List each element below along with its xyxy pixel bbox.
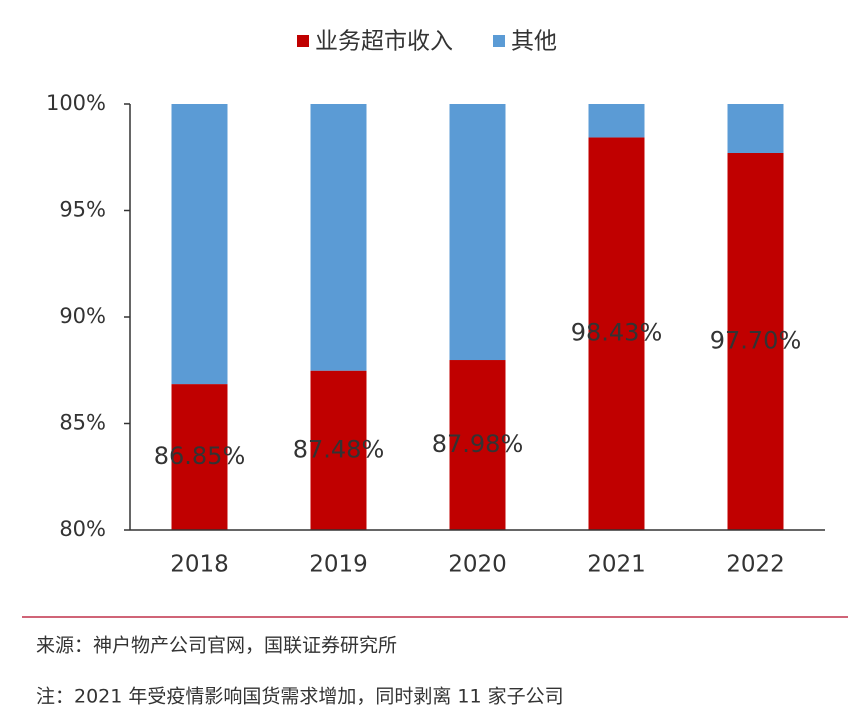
- y-tick-label: 90%: [59, 304, 106, 328]
- legend-label: 业务超市收入: [315, 29, 453, 55]
- value-label: 87.48%: [293, 435, 385, 463]
- value-label: 87.98%: [432, 430, 524, 458]
- legend-swatch: [297, 35, 309, 47]
- bar: [727, 104, 784, 153]
- y-tick-label: 100%: [46, 91, 106, 115]
- legend-swatch: [493, 35, 505, 47]
- note: 注：2021 年受疫情影响国货需求增加，同时剥离 11 家子公司: [36, 686, 564, 708]
- bar: [310, 370, 367, 530]
- value-label: 97.70%: [710, 326, 802, 354]
- bar: [588, 104, 645, 138]
- bar: [449, 104, 506, 361]
- bar: [310, 104, 367, 371]
- source: 来源：神户物产公司官网，国联证券研究所: [36, 635, 397, 657]
- y-tick-label: 80%: [59, 517, 106, 541]
- x-tick-label: 2019: [309, 552, 368, 578]
- bar: [171, 104, 228, 385]
- bar: [171, 384, 228, 530]
- x-tick-label: 2021: [587, 552, 646, 578]
- value-label: 86.85%: [154, 442, 246, 470]
- x-tick-label: 2018: [170, 552, 229, 578]
- bar: [588, 137, 645, 531]
- bar: [727, 152, 784, 531]
- value-label: 98.43%: [571, 319, 663, 347]
- y-tick-label: 95%: [59, 198, 106, 222]
- y-tick-label: 85%: [59, 411, 106, 435]
- bar: [449, 360, 506, 530]
- x-tick-label: 2022: [726, 552, 785, 578]
- x-tick-label: 2020: [448, 552, 507, 578]
- legend-label: 其他: [511, 29, 557, 55]
